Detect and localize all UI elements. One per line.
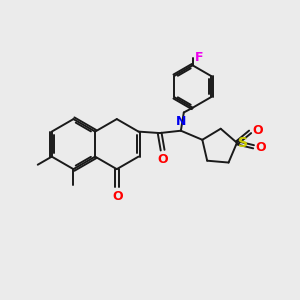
Text: O: O xyxy=(255,142,266,154)
Text: N: N xyxy=(176,115,186,128)
Text: O: O xyxy=(157,152,168,166)
Text: F: F xyxy=(195,51,203,64)
Text: S: S xyxy=(238,136,248,150)
Text: O: O xyxy=(112,190,123,203)
Text: O: O xyxy=(252,124,262,137)
